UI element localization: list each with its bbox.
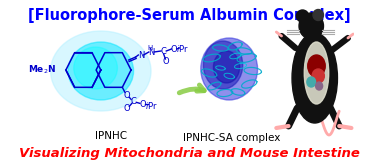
Text: O: O <box>123 104 130 113</box>
Text: C: C <box>161 46 167 55</box>
FancyArrowPatch shape <box>179 85 204 93</box>
Text: O: O <box>162 56 169 66</box>
Ellipse shape <box>304 42 329 104</box>
Ellipse shape <box>214 51 240 83</box>
Ellipse shape <box>201 38 257 100</box>
Text: N: N <box>138 50 144 59</box>
Text: O: O <box>139 100 146 109</box>
Text: O: O <box>171 44 177 53</box>
Ellipse shape <box>308 55 325 77</box>
Ellipse shape <box>292 33 338 123</box>
Ellipse shape <box>68 42 133 100</box>
Ellipse shape <box>51 31 151 111</box>
Ellipse shape <box>296 10 308 22</box>
Text: $i$Pr: $i$Pr <box>145 100 158 111</box>
Text: C: C <box>131 97 136 106</box>
Ellipse shape <box>74 47 118 89</box>
Ellipse shape <box>312 69 324 83</box>
Text: IPNHC: IPNHC <box>95 131 127 141</box>
Text: [Fluorophore-Serum Albumin Complex]: [Fluorophore-Serum Albumin Complex] <box>28 8 350 23</box>
Ellipse shape <box>307 77 316 87</box>
Text: $i$Pr: $i$Pr <box>177 42 189 53</box>
Ellipse shape <box>203 41 243 89</box>
Text: Me$_2$N: Me$_2$N <box>28 64 56 76</box>
Text: IPNHC-SA complex: IPNHC-SA complex <box>183 133 280 143</box>
Ellipse shape <box>299 13 324 39</box>
Text: H: H <box>147 45 152 51</box>
Ellipse shape <box>313 9 324 20</box>
Text: N: N <box>148 47 155 56</box>
Text: Visualizing Mitochondria and Mouse Intestine: Visualizing Mitochondria and Mouse Intes… <box>19 148 359 161</box>
Text: O: O <box>123 91 130 100</box>
Ellipse shape <box>316 82 322 90</box>
